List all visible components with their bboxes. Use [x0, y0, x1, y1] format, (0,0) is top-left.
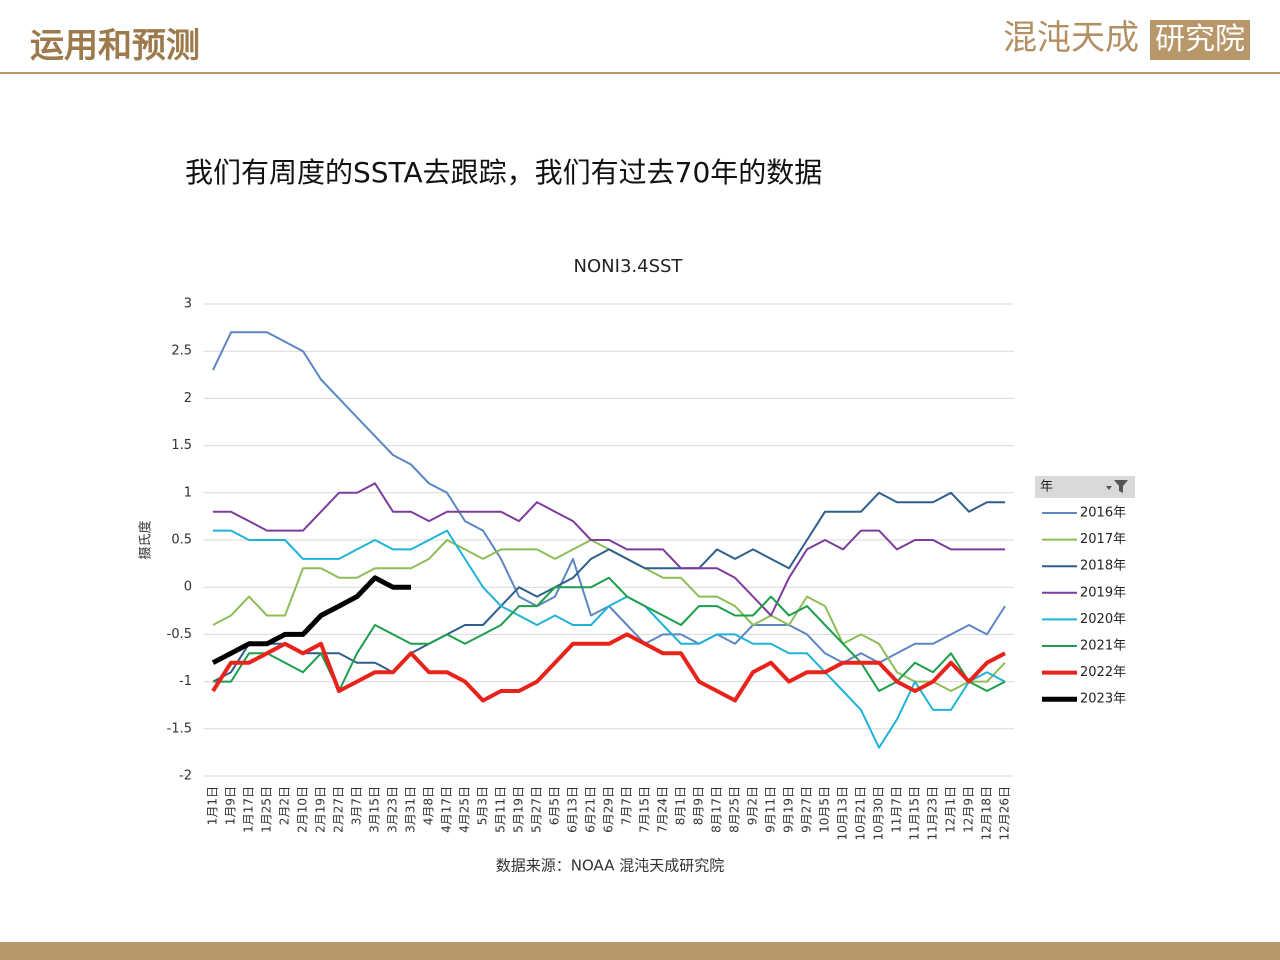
x-tick-label: 11月23日 — [926, 786, 940, 841]
y-tick-label: 1 — [184, 485, 192, 500]
x-tick-label: 8月9日 — [692, 786, 706, 825]
slide-subtitle: 我们有周度的SSTA去跟踪，我们有过去70年的数据 — [185, 156, 822, 189]
x-tick-label: 8月17日 — [710, 786, 724, 833]
x-tick-label: 5月19日 — [512, 786, 526, 833]
series-line — [213, 482, 1005, 617]
x-tick-label: 2月27日 — [332, 786, 346, 833]
y-tick-label: -1.5 — [167, 721, 192, 736]
x-tick-label: 10月5日 — [818, 786, 832, 833]
x-tick-label: 4月25日 — [458, 786, 472, 833]
legend-label: 2023年 — [1080, 692, 1126, 707]
legend-label: 2022年 — [1080, 665, 1126, 680]
x-tick-label: 5月3日 — [476, 786, 490, 825]
filter-icon[interactable] — [1106, 480, 1128, 493]
x-tick-label: 9月27日 — [800, 786, 814, 833]
x-tick-label: 8月1日 — [674, 786, 688, 825]
series-line — [212, 491, 1005, 683]
x-tick-label: 6月13日 — [566, 786, 580, 833]
legend-label: 2016年 — [1080, 506, 1126, 521]
legend-label: 2018年 — [1080, 559, 1126, 574]
y-tick-label: -1 — [179, 674, 192, 689]
x-tick-label: 7月15日 — [638, 786, 652, 833]
x-tick-label: 9月2日 — [746, 786, 760, 825]
legend-header — [1035, 476, 1135, 498]
x-tick-label: 12月26日 — [998, 786, 1012, 841]
series-line — [211, 575, 411, 665]
logo-main: 混沌天成 — [1003, 18, 1139, 58]
x-tick-label: 1月1日 — [206, 786, 220, 825]
x-tick-label: 3月23日 — [386, 786, 400, 833]
legend-title: 年 — [1040, 480, 1053, 495]
x-tick-label: 10月30日 — [872, 786, 886, 841]
logo-box-text: 研究院 — [1155, 22, 1245, 57]
y-tick-label: -0.5 — [167, 627, 192, 642]
x-tick-label: 3月31日 — [404, 786, 418, 833]
legend-label: 2020年 — [1080, 612, 1126, 627]
x-tick-label: 3月15日 — [368, 786, 382, 833]
legend-label: 2017年 — [1080, 532, 1126, 547]
y-tick-label: -2 — [179, 769, 192, 784]
x-tick-label: 7月24日 — [656, 786, 670, 833]
x-tick-label: 3月7日 — [350, 786, 364, 825]
chart-title: NONI3.4SST — [574, 256, 684, 277]
x-tick-label: 2月2日 — [278, 786, 292, 825]
series-line — [213, 576, 1006, 692]
x-tick-label: 9月11日 — [764, 786, 778, 833]
x-tick-label: 8月25日 — [728, 786, 742, 833]
x-tick-label: 7月7日 — [620, 786, 634, 825]
x-tick-label: 5月11日 — [494, 786, 508, 833]
slide-title: 运用和预测 — [30, 26, 200, 66]
series-line — [213, 529, 1006, 749]
x-tick-label: 11月15日 — [908, 786, 922, 841]
x-tick-label: 1月9日 — [224, 786, 238, 825]
series-line — [211, 632, 1006, 703]
x-tick-label: 1月25日 — [260, 786, 274, 833]
y-tick-label: 3 — [184, 297, 192, 312]
x-tick-label: 4月8日 — [422, 786, 436, 825]
legend-label: 2019年 — [1080, 585, 1126, 600]
y-tick-label: 0 — [184, 580, 192, 595]
x-tick-label: 10月21日 — [854, 786, 868, 841]
y-tick-label: 2.5 — [171, 344, 192, 359]
header-rule — [0, 72, 1280, 74]
x-tick-label: 6月5日 — [548, 786, 562, 825]
chart-source: 数据来源：NOAA 混沌天成研究院 — [496, 857, 724, 875]
x-tick-label: 5月27日 — [530, 786, 544, 833]
logo-box — [1150, 20, 1250, 60]
x-tick-label: 12月18日 — [980, 786, 994, 841]
y-axis-label: 摄氏度 — [138, 520, 154, 559]
x-tick-label: 12月9日 — [962, 786, 976, 833]
x-tick-label: 1月17日 — [242, 786, 256, 833]
y-tick-label: 2 — [184, 391, 192, 406]
x-tick-label: 4月17日 — [440, 786, 454, 833]
y-tick-label: 1.5 — [171, 438, 192, 453]
footer-bar — [0, 942, 1280, 960]
x-tick-label: 11月7日 — [890, 786, 904, 833]
x-tick-label: 2月19日 — [314, 786, 328, 833]
x-tick-label: 9月19日 — [782, 786, 796, 833]
x-tick-label: 2月10日 — [296, 786, 310, 833]
x-tick-label: 10月13日 — [836, 786, 850, 841]
x-tick-label: 12月1日 — [944, 786, 958, 833]
legend-label: 2021年 — [1080, 639, 1126, 654]
y-tick-label: 0.5 — [171, 533, 192, 548]
x-tick-label: 6月21日 — [584, 786, 598, 833]
x-tick-label: 6月29日 — [602, 786, 616, 833]
